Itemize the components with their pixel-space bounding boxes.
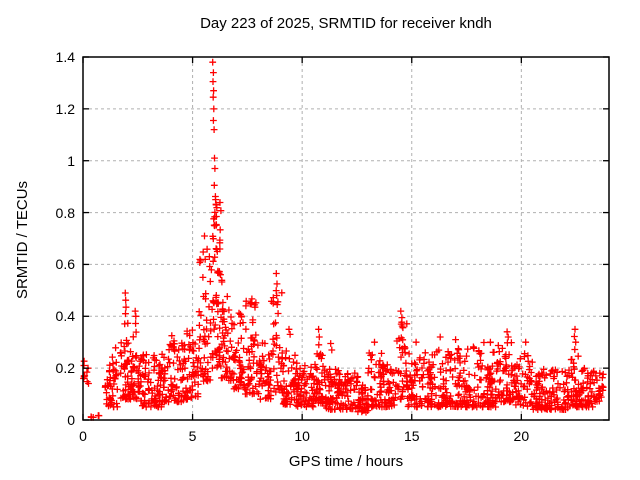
y-tick-label: 0.8	[55, 204, 75, 221]
x-tick-label: 10	[294, 428, 310, 444]
y-tick-label: 1.4	[55, 49, 75, 65]
y-tick-label: 0.6	[55, 256, 75, 273]
x-axis-label: GPS time / hours	[288, 453, 404, 470]
y-tick-label: 0.4	[55, 308, 75, 325]
y-tick-label: 0	[67, 412, 75, 428]
y-tick-label: 1	[67, 152, 75, 169]
chart-title: Day 223 of 2025, SRMTID for receiver knd…	[200, 15, 492, 32]
plot-border	[82, 56, 610, 421]
y-tick-label: 1.2	[55, 100, 75, 117]
x-tick-label: 15	[403, 428, 420, 444]
y-tick-label: 0.2	[55, 360, 75, 377]
x-tick-label: 0	[79, 428, 87, 444]
x-tick-label: 20	[513, 428, 530, 444]
scatter-points	[80, 58, 607, 421]
x-tick-label: 5	[188, 428, 197, 444]
